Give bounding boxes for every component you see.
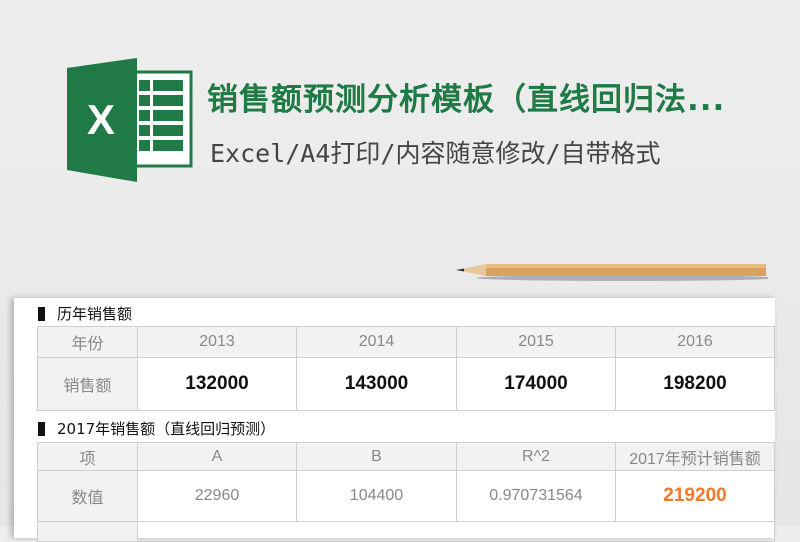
section-title: 2017年销售额（直线回归预测） xyxy=(57,420,276,438)
empty-cell xyxy=(137,521,775,542)
spreadsheet-paper: 历年销售额 年份 2013 2014 2015 2016 销售额 132000 … xyxy=(14,298,775,542)
table-row: 销售额 132000 143000 174000 198200 xyxy=(37,357,775,411)
sales-cell[interactable]: 198200 xyxy=(615,357,775,411)
value-a-cell[interactable]: 22960 xyxy=(137,470,297,522)
row-header: 销售额 xyxy=(37,357,138,411)
table-row: 项 A B R^2 2017年预计销售额 xyxy=(37,442,775,471)
year-cell[interactable]: 2014 xyxy=(296,326,457,358)
forecast-sales-cell[interactable]: 219200 xyxy=(615,470,775,522)
page-subtitle: Excel/A4打印/内容随意修改/自带格式 xyxy=(210,139,661,168)
sales-cell[interactable]: 132000 xyxy=(137,357,297,411)
column-header: R^2 xyxy=(456,442,616,471)
section-marker-icon xyxy=(38,306,45,321)
year-cell[interactable]: 2013 xyxy=(137,326,297,358)
section-regression-forecast: 2017年销售额（直线回归预测） xyxy=(38,418,275,439)
historical-sales-table: 年份 2013 2014 2015 2016 销售额 132000 143000… xyxy=(37,326,775,411)
row-header: 数值 xyxy=(37,470,138,522)
value-b-cell[interactable]: 104400 xyxy=(296,470,457,522)
column-header: A xyxy=(137,442,297,471)
sales-cell[interactable]: 143000 xyxy=(296,357,457,411)
section-marker-icon xyxy=(38,421,45,436)
column-header: B xyxy=(296,442,457,471)
excel-icon: X xyxy=(67,58,193,182)
column-header: 2017年预计销售额 xyxy=(615,442,775,471)
svg-text:X: X xyxy=(87,96,115,143)
table-row xyxy=(37,521,775,542)
page-title: 销售额预测分析模板（直线回归法... xyxy=(207,82,726,118)
empty-cell xyxy=(37,521,138,542)
sales-cell[interactable]: 174000 xyxy=(456,357,616,411)
year-cell[interactable]: 2015 xyxy=(456,326,616,358)
row-header: 年份 xyxy=(37,326,138,358)
regression-table: 项 A B R^2 2017年预计销售额 数值 22960 104400 0.9… xyxy=(37,442,775,542)
table-row: 年份 2013 2014 2015 2016 xyxy=(37,326,775,358)
section-title: 历年销售额 xyxy=(57,305,133,323)
row-header: 项 xyxy=(37,442,138,471)
table-row: 数值 22960 104400 0.970731564 219200 xyxy=(37,470,775,522)
year-cell[interactable]: 2016 xyxy=(615,326,775,358)
pencil-icon xyxy=(456,264,768,281)
section-historical-sales: 历年销售额 xyxy=(38,303,132,324)
r-squared-cell[interactable]: 0.970731564 xyxy=(456,470,616,522)
